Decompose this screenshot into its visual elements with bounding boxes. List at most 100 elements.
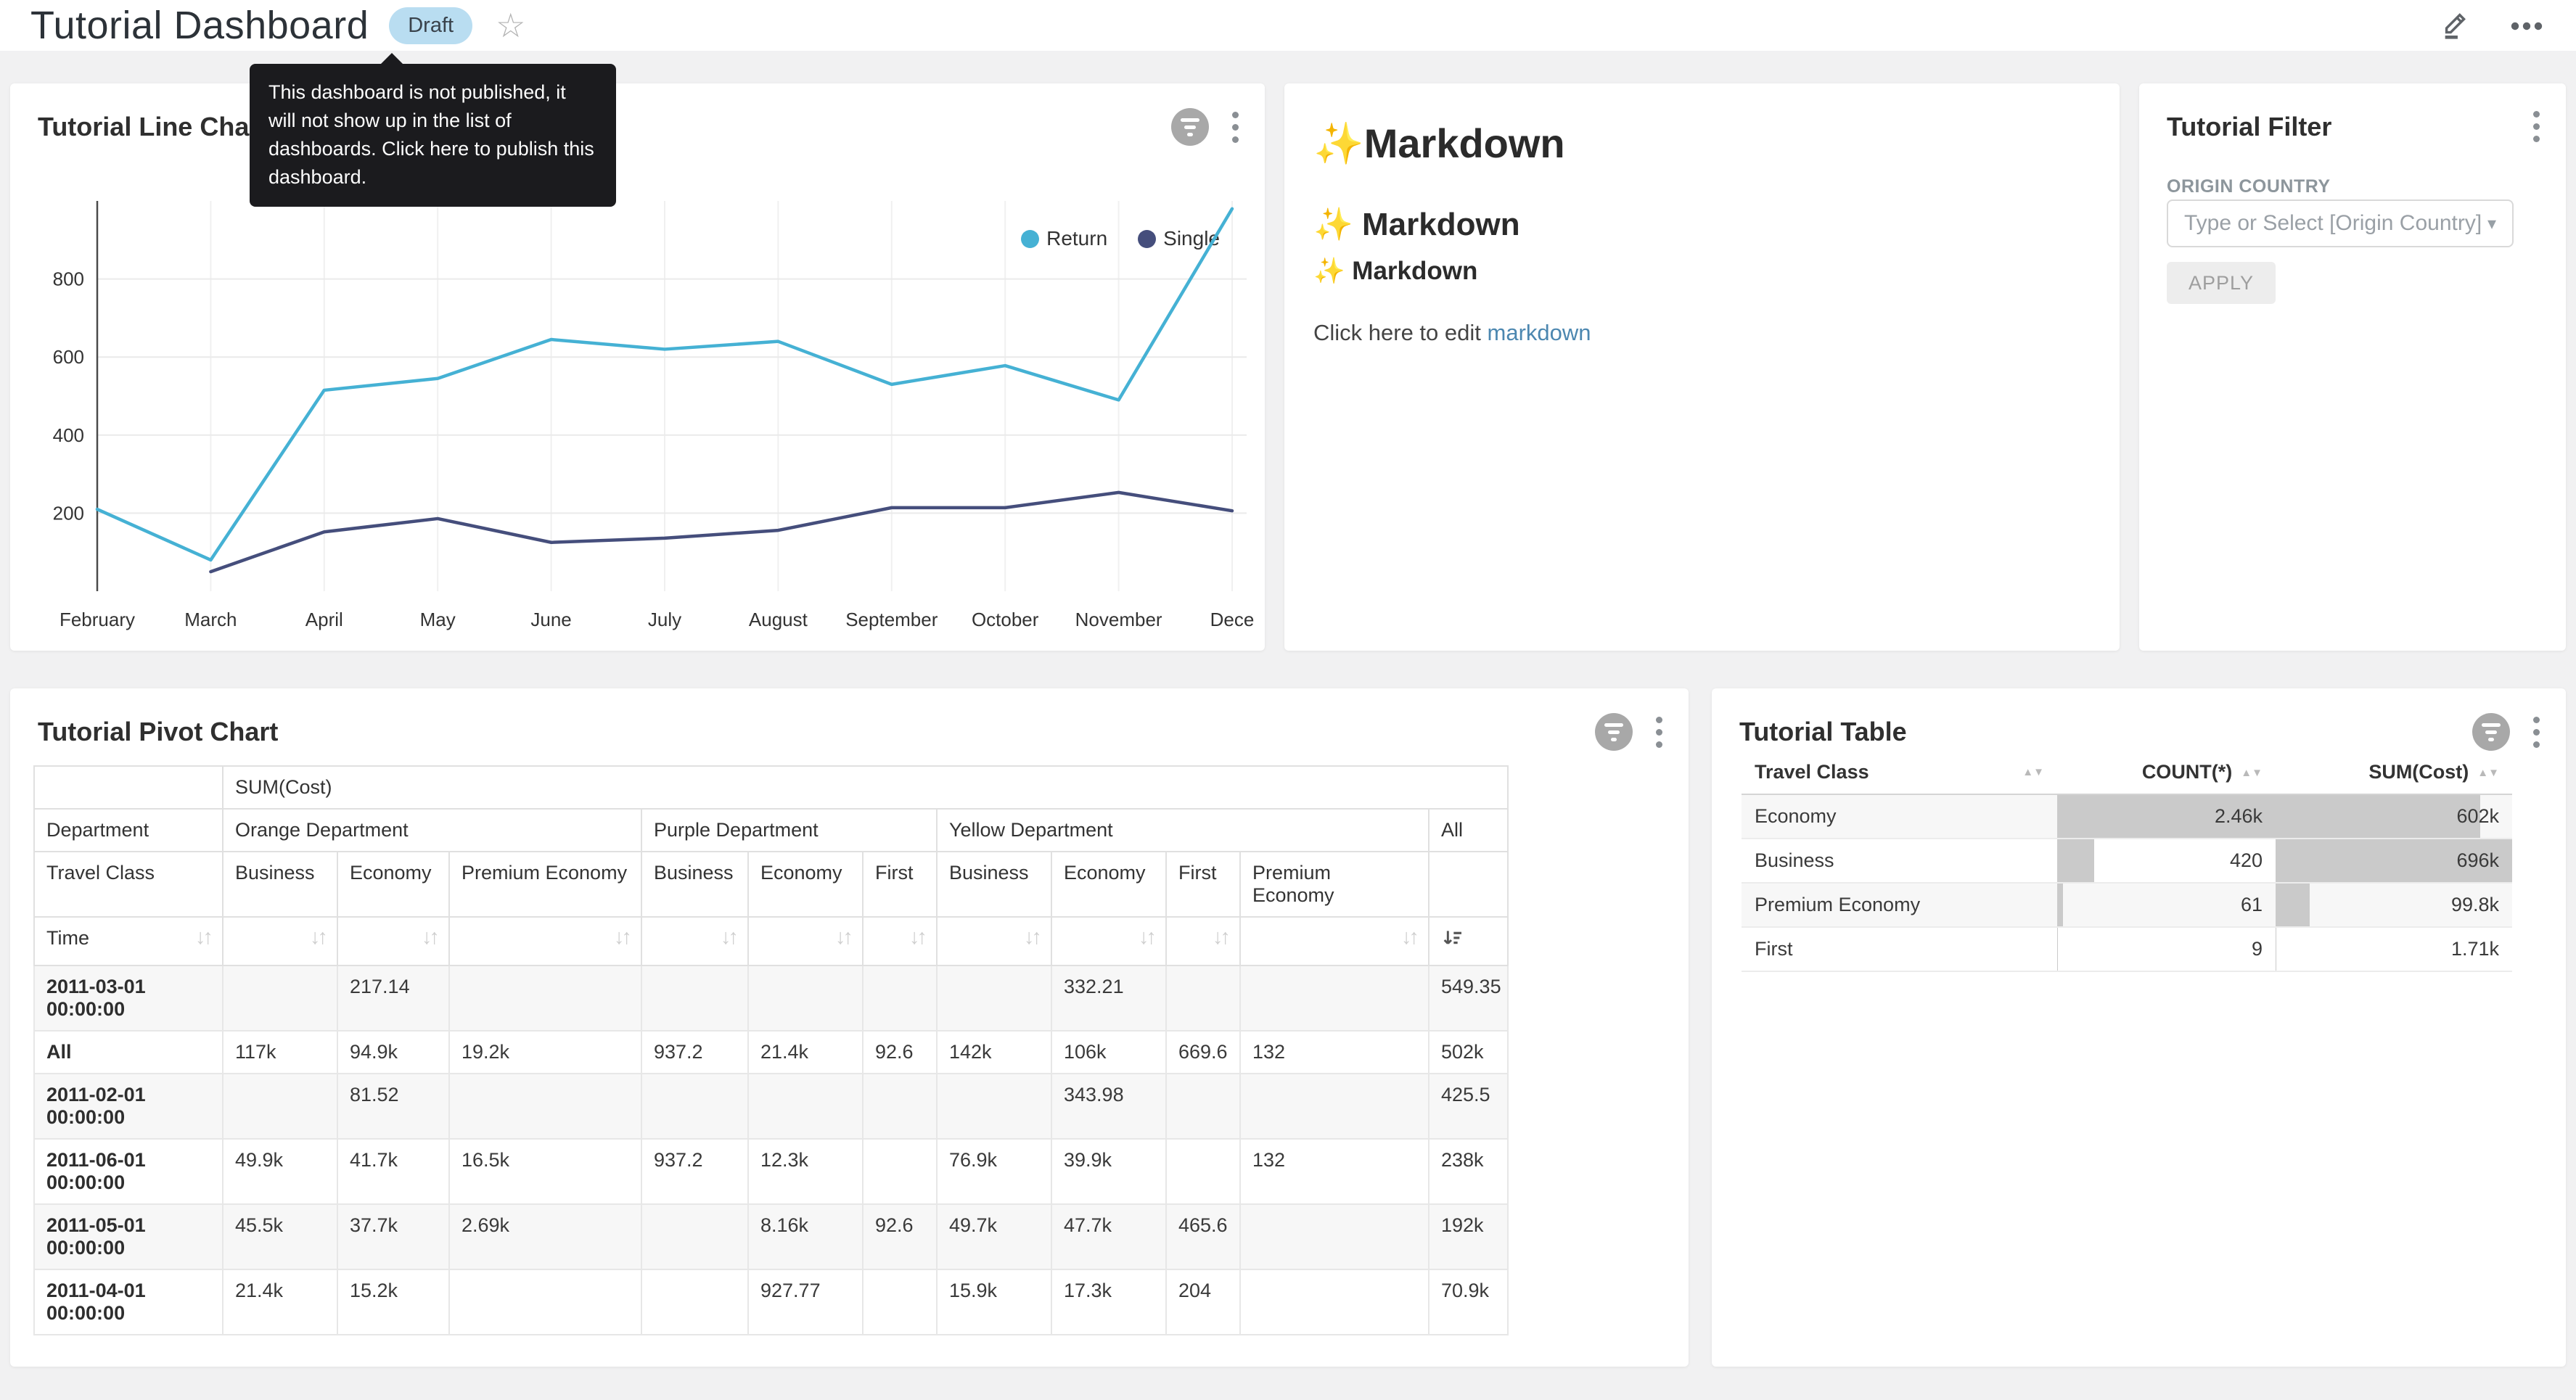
markdown-h3: ✨ Markdown — [1313, 256, 1477, 286]
markdown-paragraph: Click here to edit markdown — [1313, 320, 1591, 346]
cell-bar — [2276, 795, 2480, 838]
table-column-header[interactable]: COUNT(*)▲▼ — [2057, 751, 2276, 794]
pivot-sort-cell: ↓↑ — [748, 917, 863, 965]
pivot-col-group-label: Purple Department — [641, 809, 937, 852]
pivot-cell: 238k — [1429, 1139, 1508, 1204]
pivot-sort-cell: ↓↑ — [863, 917, 937, 965]
applied-filters-icon[interactable] — [1171, 108, 1209, 146]
more-menu-icon[interactable] — [2508, 9, 2546, 42]
cell-value: 99.8k — [2451, 894, 2499, 915]
pivot-col-label: Economy — [748, 852, 863, 917]
sort-icon[interactable]: ↓↑ — [1139, 927, 1154, 948]
pivot-cell — [223, 1074, 337, 1139]
sum-cell: 602k — [2276, 794, 2512, 839]
count-cell: 61 — [2057, 883, 2276, 927]
pivot-cell — [1240, 1204, 1429, 1269]
sort-descending-active-icon[interactable] — [1441, 927, 1464, 950]
chart-kebab-menu-icon[interactable] — [2530, 714, 2543, 751]
pivot-cell — [748, 1074, 863, 1139]
dashboard-header: Tutorial Dashboard Draft ☆ — [0, 0, 2576, 51]
column-label: COUNT(*) — [2142, 761, 2232, 783]
sort-icon[interactable]: ↓↑ — [1024, 927, 1039, 948]
pivot-card-header: Tutorial Pivot Chart — [38, 713, 1665, 751]
pivot-row: 2011-05-01 00:00:0045.5k37.7k2.69k8.16k9… — [34, 1204, 1508, 1269]
pivot-cell: 332.21 — [1051, 965, 1166, 1031]
pivot-metric-label: SUM(Cost) — [223, 766, 1508, 809]
sort-icon[interactable]: ↓↑ — [1213, 927, 1228, 948]
sort-icon[interactable]: ↓↑ — [909, 927, 924, 948]
pivot-cell — [641, 1074, 748, 1139]
pivot-cell: 117k — [223, 1031, 337, 1074]
filter-kebab-menu-icon[interactable] — [2530, 108, 2543, 145]
page-title: Tutorial Dashboard — [30, 3, 369, 48]
table-card-title: Tutorial Table — [1739, 717, 1907, 747]
pivot-col-label: Premium Economy — [449, 852, 641, 917]
origin-country-select[interactable]: Type or Select [Origin Country] ▾ — [2167, 199, 2514, 247]
pivot-row: 2011-03-01 00:00:00217.14332.21549.35 — [34, 965, 1508, 1031]
pivot-cell: 70.9k — [1429, 1269, 1508, 1335]
svg-text:August: August — [749, 609, 808, 630]
sort-icon[interactable]: ↓↑ — [614, 927, 629, 948]
pivot-cell — [863, 1139, 937, 1204]
markdown-h1: ✨Markdown — [1313, 120, 1565, 168]
sum-cell: 1.71k — [2276, 927, 2512, 971]
pivot-cell: 37.7k — [337, 1204, 449, 1269]
pivot-row-label: 2011-04-01 00:00:00 — [34, 1269, 223, 1335]
pivot-col-label: Business — [641, 852, 748, 917]
sort-icon[interactable]: ↓↑ — [721, 927, 736, 948]
svg-text:Dece: Dece — [1210, 609, 1255, 630]
pivot-cell — [937, 965, 1051, 1031]
sort-icon[interactable]: ↓↑ — [835, 927, 850, 948]
edit-icon[interactable] — [2440, 9, 2473, 42]
filter-card-header: Tutorial Filter — [2167, 108, 2543, 145]
pivot-cell — [449, 1074, 641, 1139]
sort-icon[interactable]: ↓↑ — [422, 927, 437, 948]
pivot-card-title: Tutorial Pivot Chart — [38, 717, 278, 747]
svg-text:May: May — [420, 609, 456, 630]
applied-filters-icon[interactable] — [2472, 713, 2510, 751]
chart-kebab-menu-icon[interactable] — [1229, 109, 1242, 146]
pivot-corner-cell — [34, 766, 223, 809]
pivot-cell: 49.7k — [937, 1204, 1051, 1269]
sort-icon[interactable]: ↓↑ — [1401, 927, 1416, 948]
pivot-col-label: Economy — [1051, 852, 1166, 917]
applied-filters-icon[interactable] — [1595, 713, 1633, 751]
markdown-link[interactable]: markdown — [1488, 320, 1591, 345]
svg-text:March: March — [184, 609, 237, 630]
pivot-row: 2011-02-01 00:00:0081.52343.98425.5 — [34, 1074, 1508, 1139]
travel-class-cell: Business — [1742, 839, 2057, 883]
pivot-cell: 204 — [1166, 1269, 1240, 1335]
chevron-down-icon: ▾ — [2487, 213, 2496, 234]
pivot-cell — [1240, 1074, 1429, 1139]
pivot-cell: 343.98 — [1051, 1074, 1166, 1139]
table-card-header: Tutorial Table — [1739, 713, 2543, 751]
pivot-sort-cell: ↓↑ — [449, 917, 641, 965]
pivot-col-group-label: Orange Department — [223, 809, 641, 852]
svg-text:October: October — [972, 609, 1039, 630]
pivot-row-label: 2011-06-01 00:00:00 — [34, 1139, 223, 1204]
apply-button[interactable]: APPLY — [2167, 262, 2276, 304]
filter-card-title: Tutorial Filter — [2167, 112, 2331, 142]
pivot-sort-cell: ↓↑ — [1051, 917, 1166, 965]
sort-icon[interactable]: ↓↑ — [310, 927, 325, 948]
count-cell: 2.46k — [2057, 794, 2276, 839]
sort-icon[interactable]: ↓↑ — [195, 927, 210, 948]
table-column-header[interactable]: Travel Class▲▼ — [1742, 751, 2057, 794]
pivot-cell: 81.52 — [337, 1074, 449, 1139]
pivot-col-label: First — [863, 852, 937, 917]
markdown-paragraph-text: Click here to edit — [1313, 320, 1488, 345]
cell-bar — [2057, 839, 2094, 882]
pivot-col-label: Economy — [337, 852, 449, 917]
status-badge[interactable]: Draft — [389, 7, 472, 44]
pivot-col-group-label: Yellow Department — [937, 809, 1429, 852]
pivot-cell: 21.4k — [223, 1269, 337, 1335]
favorite-star-icon[interactable]: ☆ — [496, 9, 525, 42]
pivot-cell: 76.9k — [937, 1139, 1051, 1204]
pivot-cell — [748, 965, 863, 1031]
cell-value: 2.46k — [2215, 805, 2263, 827]
pivot-col-label — [1429, 852, 1508, 917]
pivot-row: 2011-06-01 00:00:0049.9k41.7k16.5k937.21… — [34, 1139, 1508, 1204]
pivot-col-label: Premium Economy — [1240, 852, 1429, 917]
chart-kebab-menu-icon[interactable] — [1653, 714, 1665, 751]
table-column-header[interactable]: SUM(Cost)▲▼ — [2276, 751, 2512, 794]
